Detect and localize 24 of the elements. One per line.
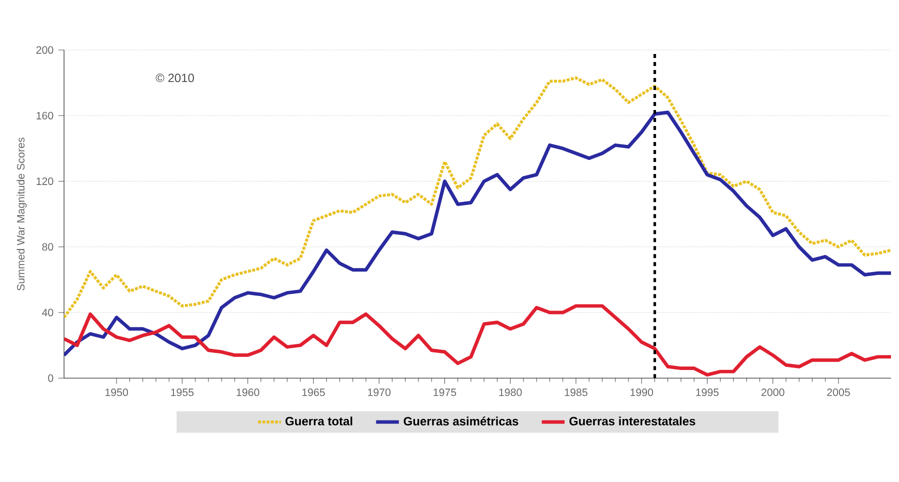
y-tick-label: 160 (36, 112, 54, 120)
y-tick-label: 120 (36, 177, 54, 185)
x-tick-label: 1975 (434, 388, 456, 396)
x-tick-label: 1970 (368, 388, 391, 396)
y-tick-label: 40 (42, 308, 54, 316)
x-tick-label: 2000 (762, 388, 784, 396)
x-tick-label: 1965 (302, 388, 325, 396)
x-tick-label: 1955 (171, 388, 194, 396)
x-tick-label: 1980 (499, 388, 522, 396)
legend-label: Guerras interestatales (569, 416, 696, 426)
x-tick-label: 1950 (105, 388, 128, 396)
y-tick-label: 80 (42, 243, 54, 251)
x-tick-label: 1990 (630, 388, 654, 396)
y-tick-label: 200 (36, 46, 54, 54)
y-axis-title: Summed War Magnitude Scores (16, 138, 27, 290)
y-tick-label: 0 (48, 374, 54, 382)
annotation: © 2010 (156, 74, 194, 82)
x-tick-label: 1985 (564, 388, 588, 396)
x-tick-label: 1960 (236, 388, 260, 396)
x-tick-label: 2005 (827, 388, 850, 396)
line-series (64, 110, 891, 357)
legend-label: Guerras asimétricas (404, 416, 518, 426)
legend-label: Guerra total (285, 416, 352, 426)
x-tick-label: 1995 (696, 388, 719, 396)
